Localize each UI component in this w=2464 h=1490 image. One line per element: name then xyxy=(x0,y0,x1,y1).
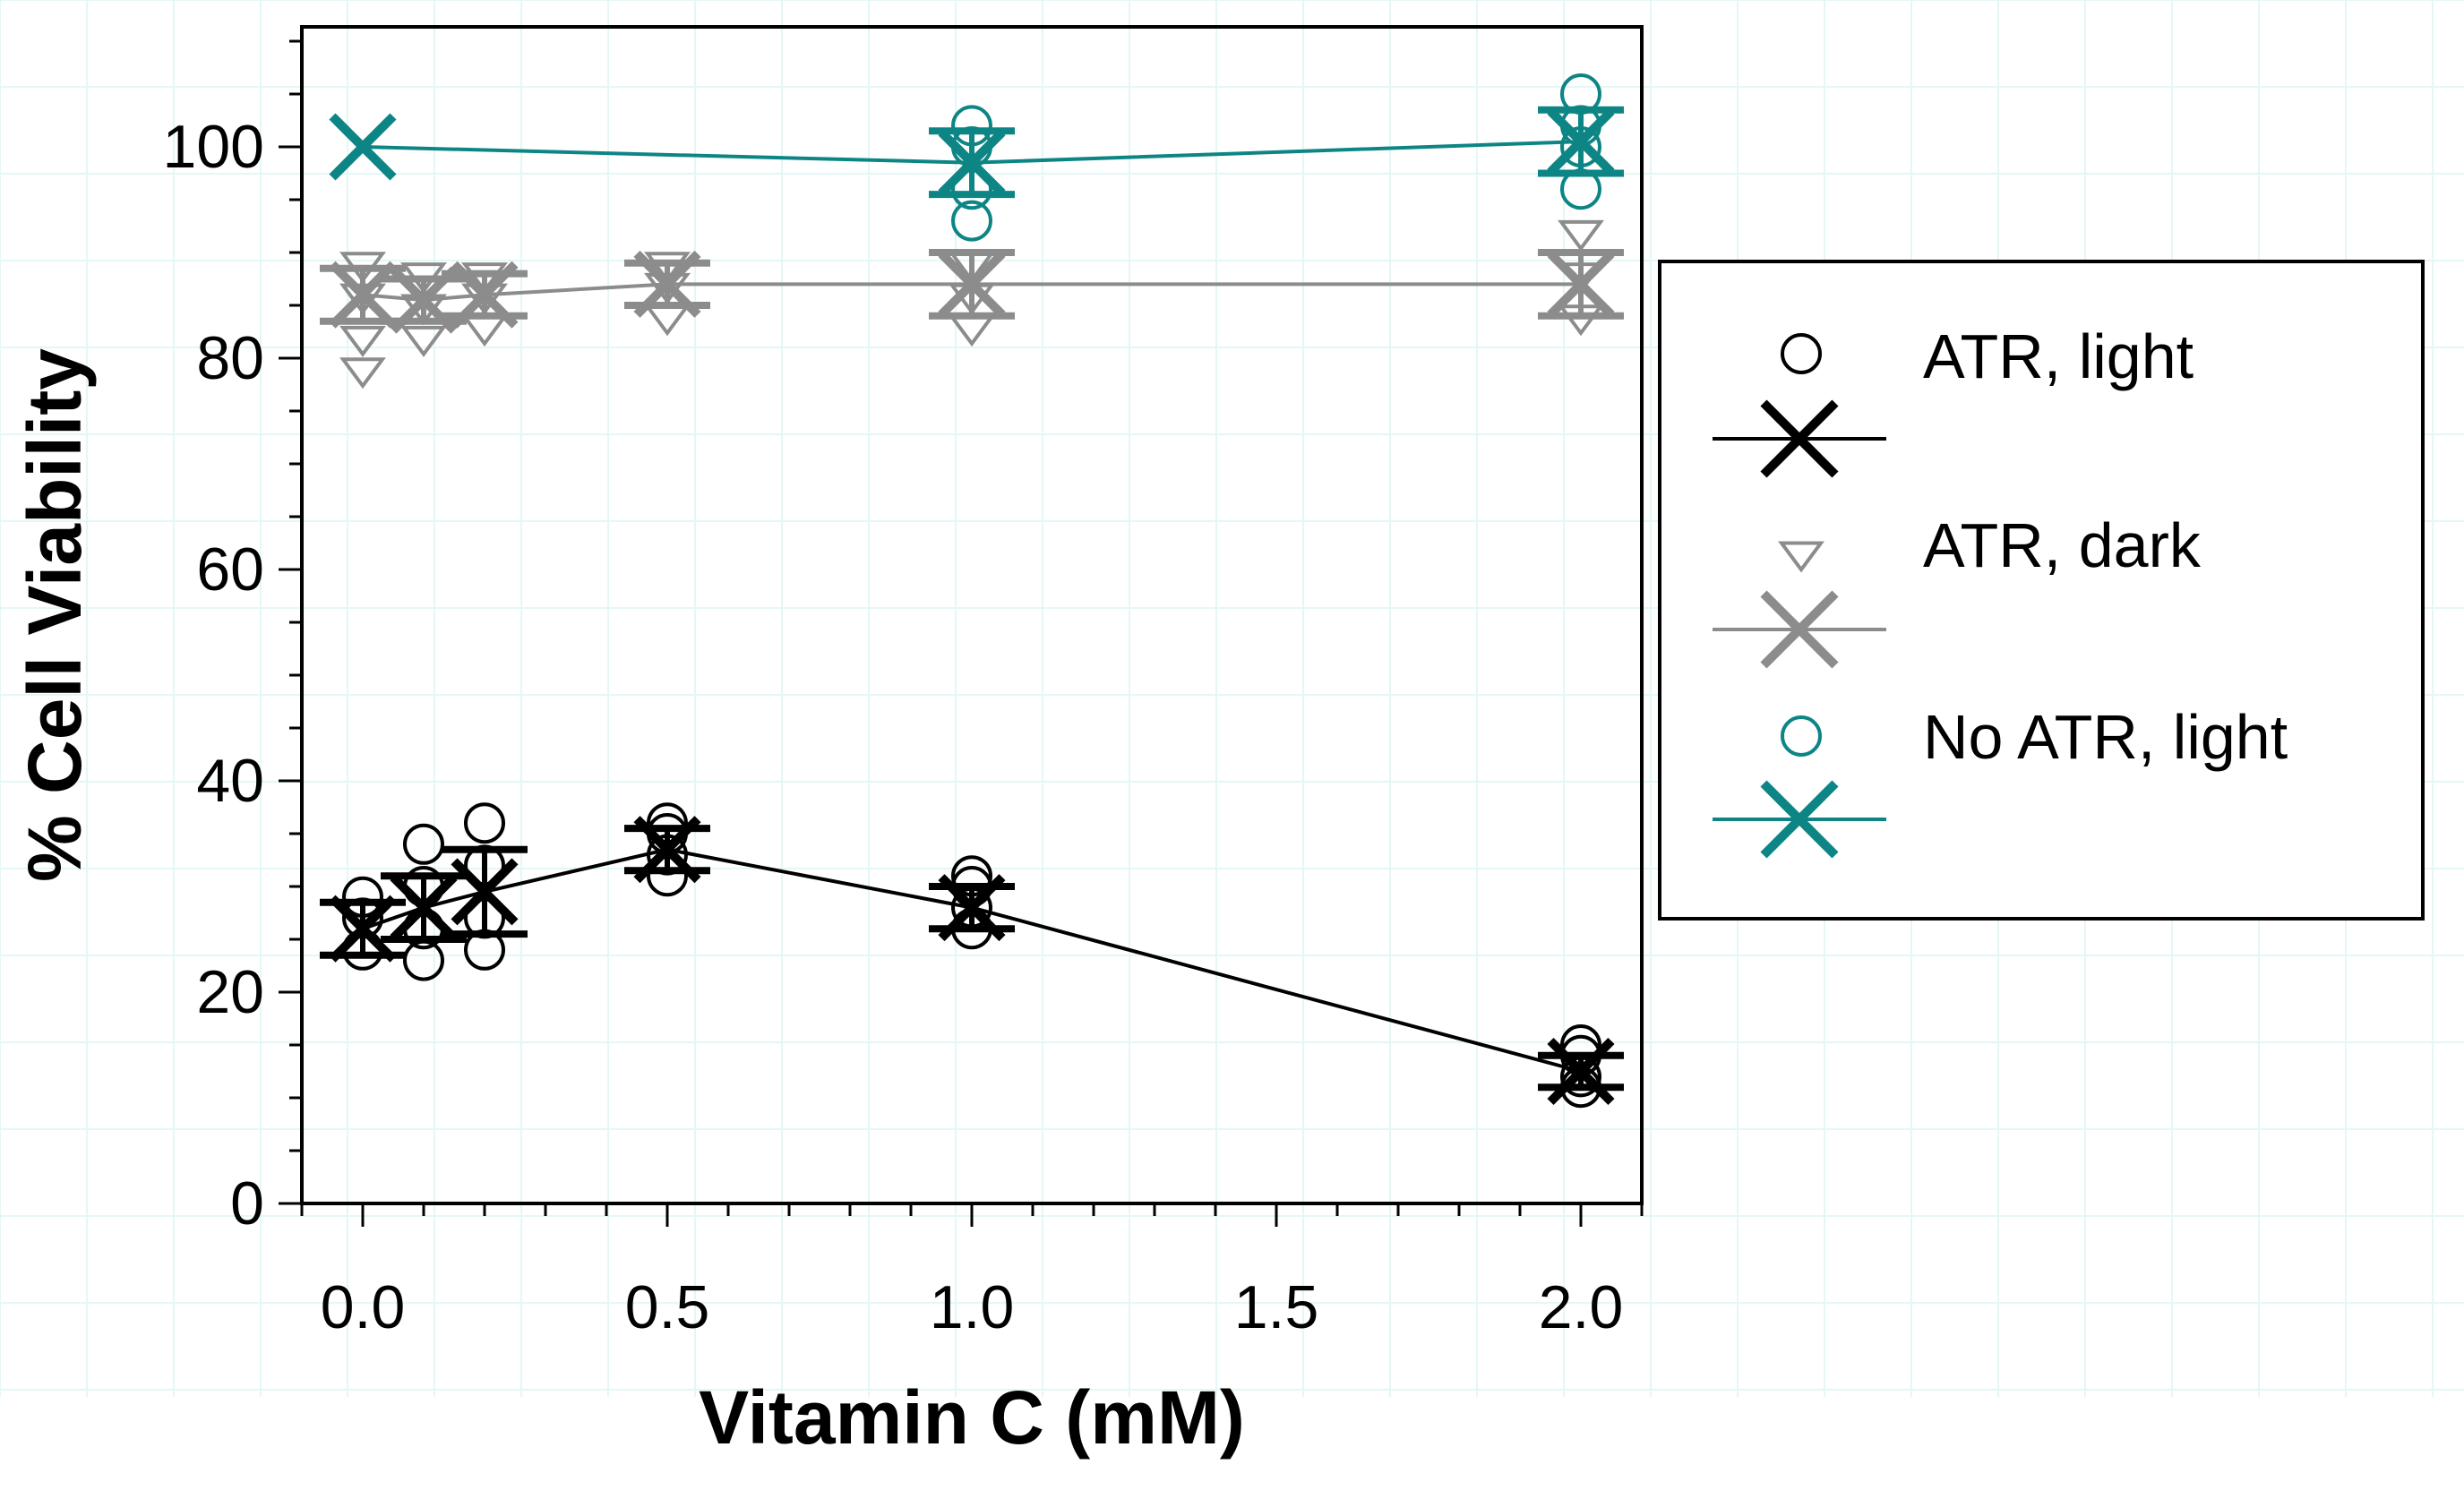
legend-mean-no-atr-light xyxy=(1760,780,1839,859)
mean-atr-light-stroke xyxy=(390,874,458,942)
mean-atr-dark-stroke xyxy=(633,250,701,318)
point-atr-light xyxy=(464,802,505,844)
y-tick-label: 0 xyxy=(230,1169,264,1237)
legend-label-atr-dark: ATR, dark xyxy=(1923,510,2202,580)
mean-atr-light-stroke xyxy=(451,858,519,926)
mean-atr-dark xyxy=(451,261,519,329)
mean-no-atr-light xyxy=(938,129,1006,197)
x-tick-label: 1.5 xyxy=(1234,1273,1319,1341)
mean-no-atr-light-stroke xyxy=(329,113,397,181)
mean-atr-dark xyxy=(633,250,701,318)
point-atr-dark xyxy=(400,325,447,357)
mean-atr-light xyxy=(938,874,1006,942)
mean-atr-light xyxy=(329,895,397,963)
mean-atr-light xyxy=(390,874,458,942)
y-tick-label: 100 xyxy=(163,113,264,181)
x-tick-label: 0.0 xyxy=(321,1273,406,1341)
point-atr-dark xyxy=(339,325,386,357)
mean-atr-light-stroke xyxy=(1547,1037,1615,1106)
point-atr-dark xyxy=(1558,219,1604,252)
legend-label-no-atr-light: No ATR, light xyxy=(1923,702,2288,772)
x-tick-label: 0.5 xyxy=(625,1273,710,1341)
legend-mean-no-atr-light-stroke xyxy=(1760,780,1839,859)
point-atr-light xyxy=(403,823,444,865)
mean-no-atr-light xyxy=(1547,107,1615,176)
x-tick-label: 2.0 xyxy=(1539,1273,1624,1341)
legend-mean-atr-dark xyxy=(1760,590,1839,669)
mean-atr-light-stroke xyxy=(938,874,1006,942)
mean-atr-dark-stroke xyxy=(1547,250,1615,318)
mean-atr-dark xyxy=(329,261,397,329)
point-atr-dark xyxy=(461,262,508,295)
legend-point-atr-dark xyxy=(1778,541,1824,573)
mean-atr-dark-stroke xyxy=(451,261,519,329)
legend-point-no-atr-light xyxy=(1781,715,1822,757)
tick-labels: 0 20 40 60 80 100 0.0 0.5 1.0 1.5 2.0 xyxy=(163,113,1624,1341)
legend-mean-atr-light-stroke xyxy=(1760,399,1839,478)
mean-no-atr-light-stroke xyxy=(1547,107,1615,176)
mean-atr-light-stroke xyxy=(633,816,701,884)
mean-atr-dark-stroke xyxy=(390,266,458,334)
mean-atr-dark-stroke xyxy=(938,250,1006,318)
legend-mean-atr-light xyxy=(1760,399,1839,478)
legend-mean-atr-dark-stroke xyxy=(1760,590,1839,669)
legend-symbols xyxy=(1713,333,1886,859)
legend-point-atr-light xyxy=(1781,333,1822,374)
mean-no-atr-light-stroke xyxy=(938,129,1006,197)
mean-atr-dark xyxy=(390,266,458,334)
point-atr-dark xyxy=(339,357,386,390)
axis-ticks xyxy=(279,39,1644,1227)
x-axis-title: Vitamin C (mM) xyxy=(699,1375,1245,1460)
mean-no-atr-light xyxy=(329,113,397,181)
y-axis-title: % Cell Viability xyxy=(13,348,97,882)
mean-atr-dark xyxy=(938,250,1006,318)
mean-atr-light-stroke xyxy=(329,895,397,963)
legend: ATR, light ATR, dark No ATR, light xyxy=(1658,260,2425,921)
mean-atr-light xyxy=(633,816,701,884)
y-tick-label: 80 xyxy=(196,324,264,392)
mean-atr-light xyxy=(451,858,519,926)
mean-atr-dark xyxy=(1547,250,1615,318)
y-tick-label: 60 xyxy=(196,535,264,604)
x-tick-label: 1.0 xyxy=(930,1273,1015,1341)
y-tick-label: 40 xyxy=(196,747,264,815)
line-atr-dark xyxy=(362,282,1581,303)
y-tick-label: 20 xyxy=(196,958,264,1026)
legend-label-atr-light: ATR, light xyxy=(1923,321,2194,391)
mean-atr-dark-stroke xyxy=(329,261,397,329)
mean-markers xyxy=(320,106,1624,1106)
point-no-atr-light xyxy=(951,200,992,242)
point-atr-dark xyxy=(644,252,691,284)
mean-atr-light xyxy=(1547,1037,1615,1106)
